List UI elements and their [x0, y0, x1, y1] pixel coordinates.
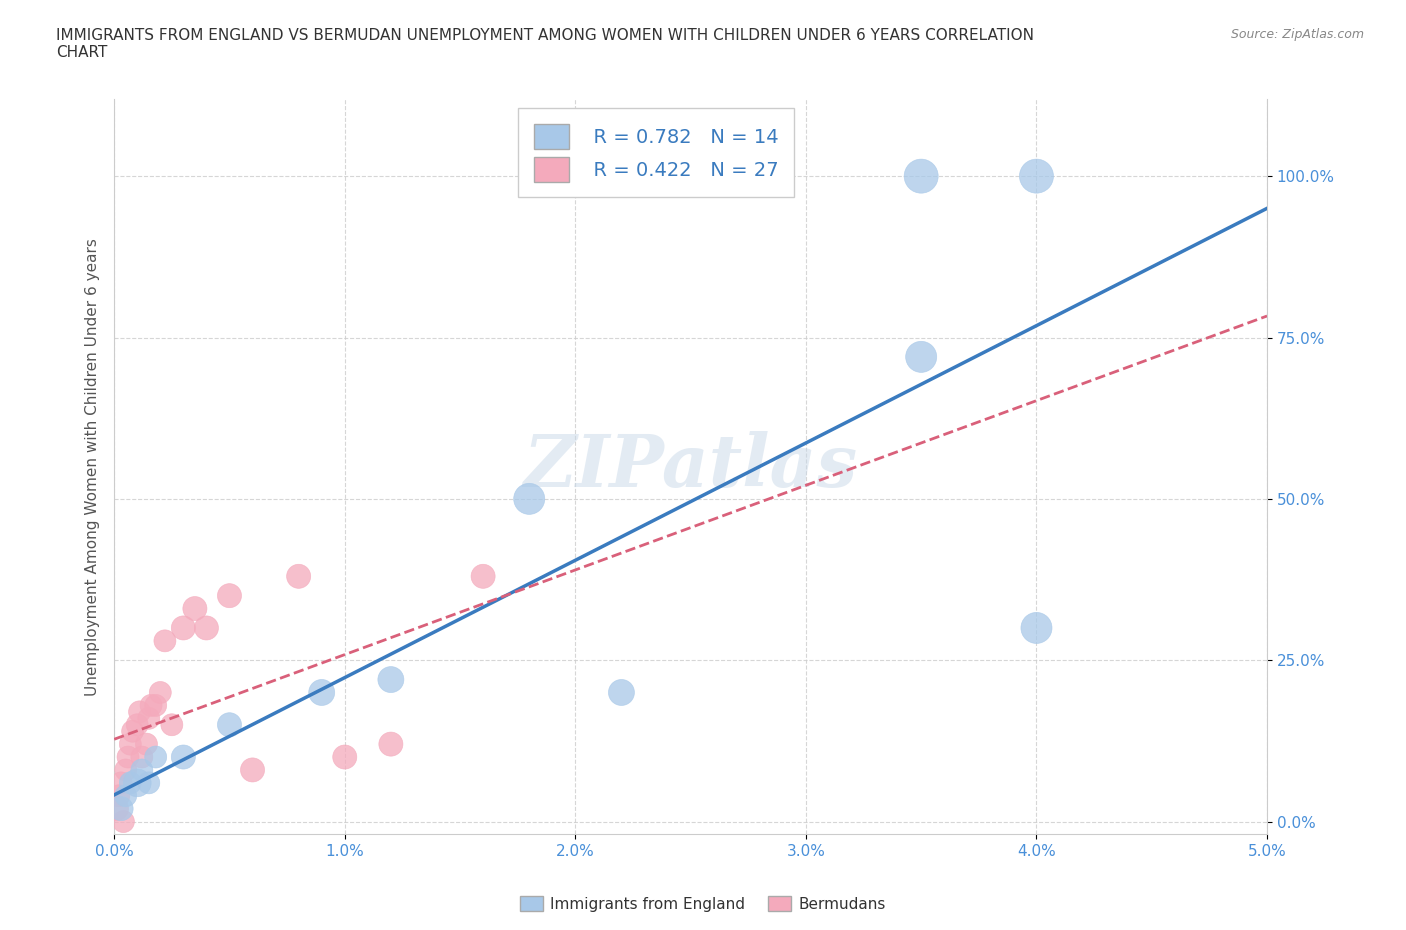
Point: [128, 704, 150, 719]
Point: [184, 601, 207, 616]
Text: Source: ZipAtlas.com: Source: ZipAtlas.com: [1230, 28, 1364, 41]
Point: [242, 763, 264, 777]
Point: [112, 814, 135, 829]
Point: [380, 737, 402, 751]
Y-axis label: Unemployment Among Women with Children Under 6 years: Unemployment Among Women with Children U…: [86, 238, 100, 696]
Point: [127, 717, 149, 732]
Point: [145, 698, 167, 712]
Point: [195, 620, 218, 635]
Point: [1025, 620, 1047, 635]
Text: IMMIGRANTS FROM ENGLAND VS BERMUDAN UNEMPLOYMENT AMONG WOMEN WITH CHILDREN UNDER: IMMIGRANTS FROM ENGLAND VS BERMUDAN UNEM…: [56, 28, 1035, 60]
Point: [153, 633, 176, 648]
Point: [120, 776, 142, 790]
Point: [311, 685, 333, 700]
Point: [138, 711, 160, 725]
Point: [149, 685, 172, 700]
Point: [910, 168, 932, 183]
Point: [218, 589, 240, 604]
Point: [131, 750, 153, 764]
Point: [160, 717, 183, 732]
Point: [114, 763, 136, 777]
Point: [131, 763, 153, 777]
Point: [380, 672, 402, 687]
Point: [138, 776, 160, 790]
Point: [517, 491, 540, 506]
Point: [110, 776, 132, 790]
Point: [121, 724, 143, 738]
Point: [333, 750, 356, 764]
Text: ZIPatlas: ZIPatlas: [523, 432, 858, 502]
Point: [172, 750, 194, 764]
Point: [145, 750, 167, 764]
Point: [218, 717, 240, 732]
Point: [610, 685, 633, 700]
Point: [117, 750, 139, 764]
Point: [110, 802, 132, 817]
Legend: Immigrants from England, Bermudans: Immigrants from England, Bermudans: [513, 889, 893, 918]
Point: [120, 737, 142, 751]
Point: [105, 802, 128, 817]
Point: [107, 789, 129, 804]
Legend:   R = 0.782   N = 14,   R = 0.422   N = 27: R = 0.782 N = 14, R = 0.422 N = 27: [519, 109, 794, 197]
Point: [139, 698, 162, 712]
Point: [172, 620, 194, 635]
Point: [127, 776, 149, 790]
Point: [287, 569, 309, 584]
Point: [1025, 168, 1047, 183]
Point: [135, 737, 157, 751]
Point: [114, 789, 136, 804]
Point: [910, 350, 932, 365]
Point: [472, 569, 495, 584]
